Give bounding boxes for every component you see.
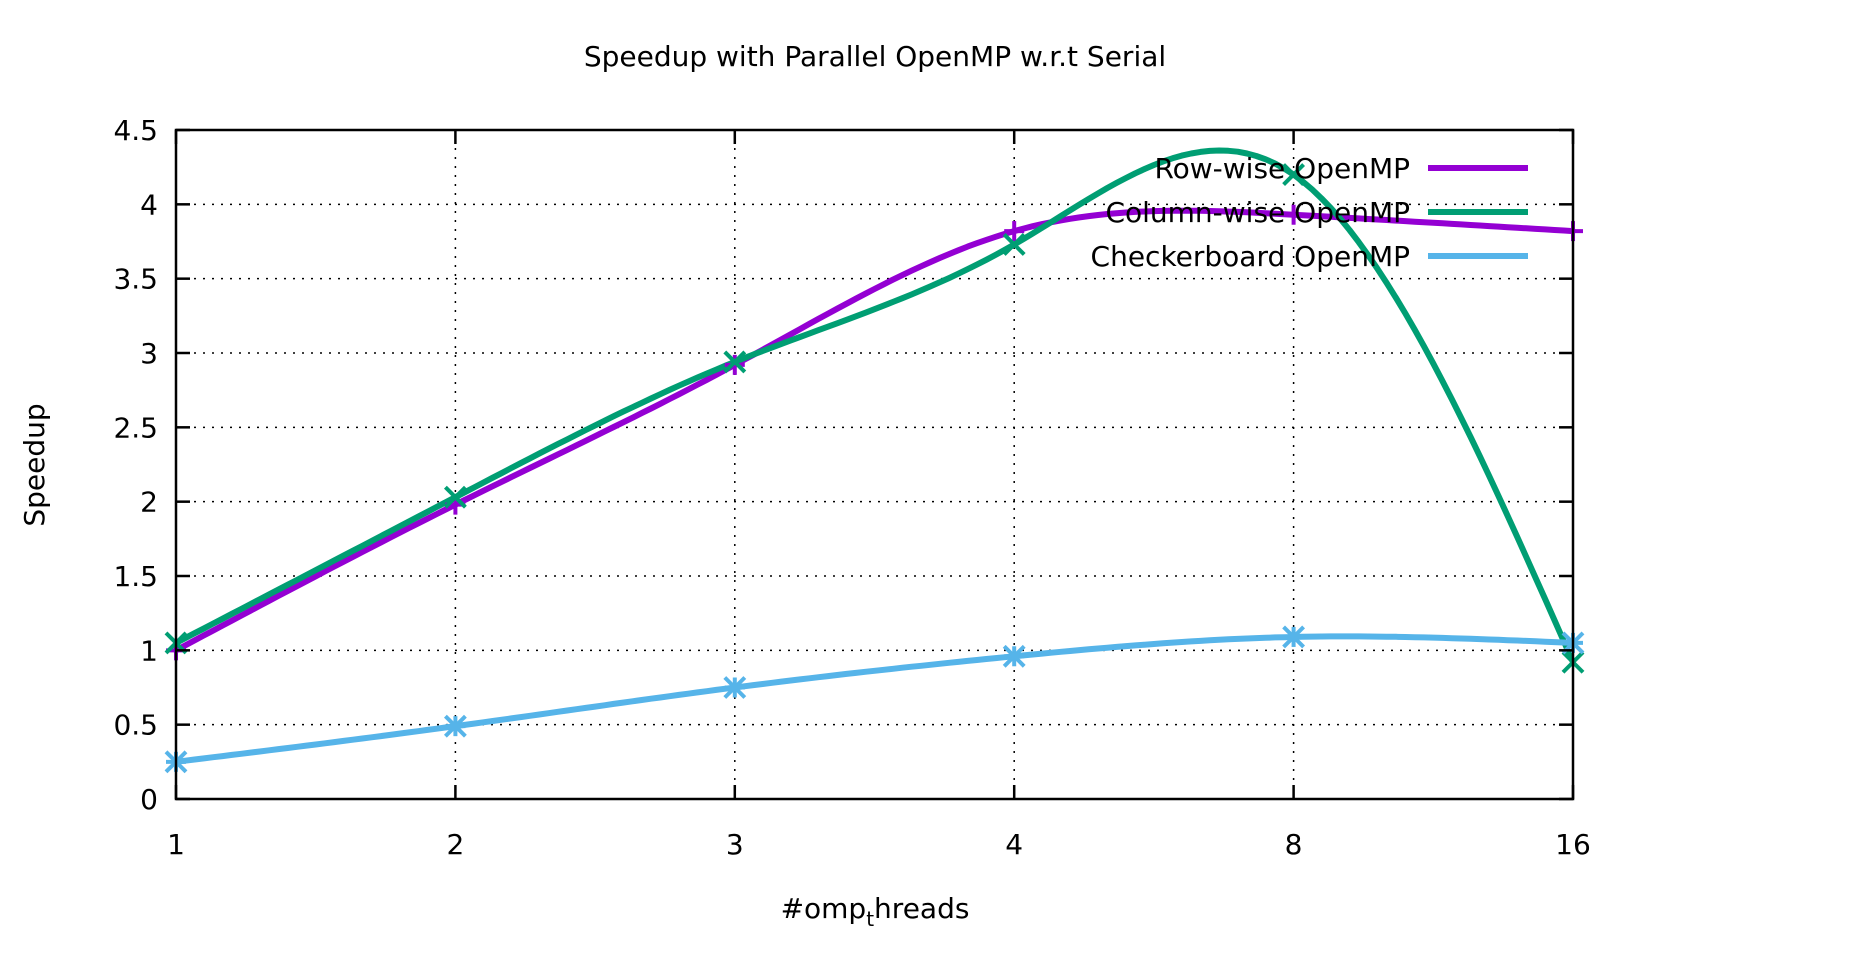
x-axis-label-rest: hreads: [874, 892, 969, 925]
y-tick-label: 0: [140, 783, 158, 816]
y-axis-label: Speedup: [18, 403, 51, 526]
x-axis-label: #ompthreads: [781, 892, 970, 931]
y-tick-label: 2: [140, 486, 158, 519]
y-tick-label: 4.5: [113, 114, 158, 147]
data-point-marker: [1004, 221, 1025, 242]
x-tick-label: 16: [1555, 828, 1591, 861]
axis-ticks: [174, 128, 1575, 801]
data-point-marker: [1282, 163, 1306, 187]
series-line-3: [173, 633, 1576, 765]
data-point-marker: [1283, 204, 1304, 225]
data-point-marker: [1282, 625, 1306, 649]
y-axis-tick-labels: 0 0.5 1 1.5 2 2.5 3 3.5 4 4.5: [113, 114, 158, 816]
data-point-marker: [443, 714, 467, 738]
data-point-marker: [723, 676, 747, 699]
y-tick-label: 0.5: [113, 709, 158, 742]
x-axis-tick-labels: 1 2 3 4 8 16: [167, 828, 1591, 861]
legend-label: Column-wise OpenMP: [1105, 196, 1410, 229]
x-tick-label: 3: [726, 828, 744, 861]
y-tick-label: 1: [140, 634, 158, 667]
data-point-marker: [1002, 644, 1026, 668]
legend: Row-wise OpenMP Column-wise OpenMP Checker…: [1091, 152, 1528, 273]
series-line-1: [173, 207, 1576, 654]
series-lines: [173, 147, 1576, 765]
data-point-marker: [723, 350, 747, 374]
x-tick-label: 2: [446, 828, 464, 861]
series-line-2: [173, 147, 1576, 666]
x-axis-label-subscript: t: [866, 907, 874, 931]
grid: [176, 130, 1573, 799]
y-tick-label: 3: [140, 337, 158, 370]
y-tick-label: 2.5: [113, 411, 158, 444]
chart-title: Speedup with Parallel OpenMP w.r.t Seria…: [584, 40, 1166, 73]
data-point-marker: [443, 485, 467, 509]
x-tick-label: 8: [1285, 828, 1303, 861]
x-axis-label-main: #omp: [781, 892, 867, 925]
legend-label: Row-wise OpenMP: [1154, 152, 1410, 185]
x-tick-label: 4: [1005, 828, 1023, 861]
plot-frame: [174, 128, 1575, 801]
y-tick-label: 4: [140, 188, 158, 221]
x-tick-label: 1: [167, 828, 185, 861]
y-tick-label: 1.5: [113, 560, 158, 593]
data-point-marker: [1002, 233, 1026, 256]
data-point-marker: [724, 354, 745, 375]
y-tick-label: 3.5: [113, 263, 158, 296]
legend-label: Checkerboard OpenMP: [1091, 240, 1410, 273]
